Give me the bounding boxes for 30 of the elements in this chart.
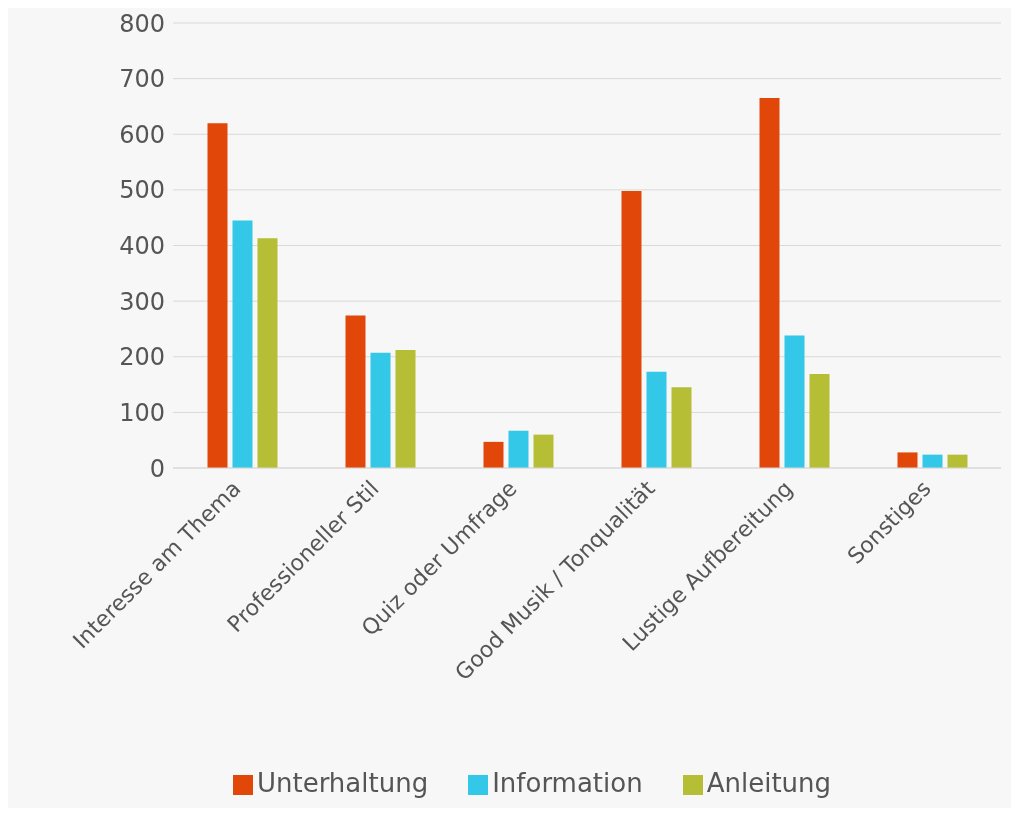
bar <box>483 441 504 468</box>
y-tick-label: 100 <box>119 398 165 427</box>
legend-label: Information <box>492 768 643 798</box>
legend-label: Anleitung <box>706 768 832 798</box>
y-tick-label: 700 <box>119 65 165 94</box>
bar <box>621 190 642 468</box>
bar <box>395 350 416 468</box>
y-tick-label: 200 <box>119 343 165 372</box>
bar <box>533 434 554 468</box>
y-tick-label: 600 <box>119 120 165 149</box>
y-tick-label: 0 <box>149 454 165 483</box>
bar <box>947 454 968 468</box>
bar <box>646 371 667 468</box>
bar <box>671 387 692 468</box>
legend-label: Unterhaltung <box>256 768 429 798</box>
bar <box>257 238 278 468</box>
bar <box>345 315 366 468</box>
bar <box>784 335 805 468</box>
bar <box>809 373 830 468</box>
bar <box>922 454 943 468</box>
y-tick-label: 800 <box>119 9 165 38</box>
bar <box>207 123 228 468</box>
bar <box>232 220 253 468</box>
bar <box>897 452 918 468</box>
bar <box>370 352 391 468</box>
y-tick-label: 500 <box>119 176 165 205</box>
y-tick-label: 300 <box>119 287 165 316</box>
y-tick-label: 400 <box>119 232 165 261</box>
bar <box>759 98 780 468</box>
bar <box>508 430 529 468</box>
